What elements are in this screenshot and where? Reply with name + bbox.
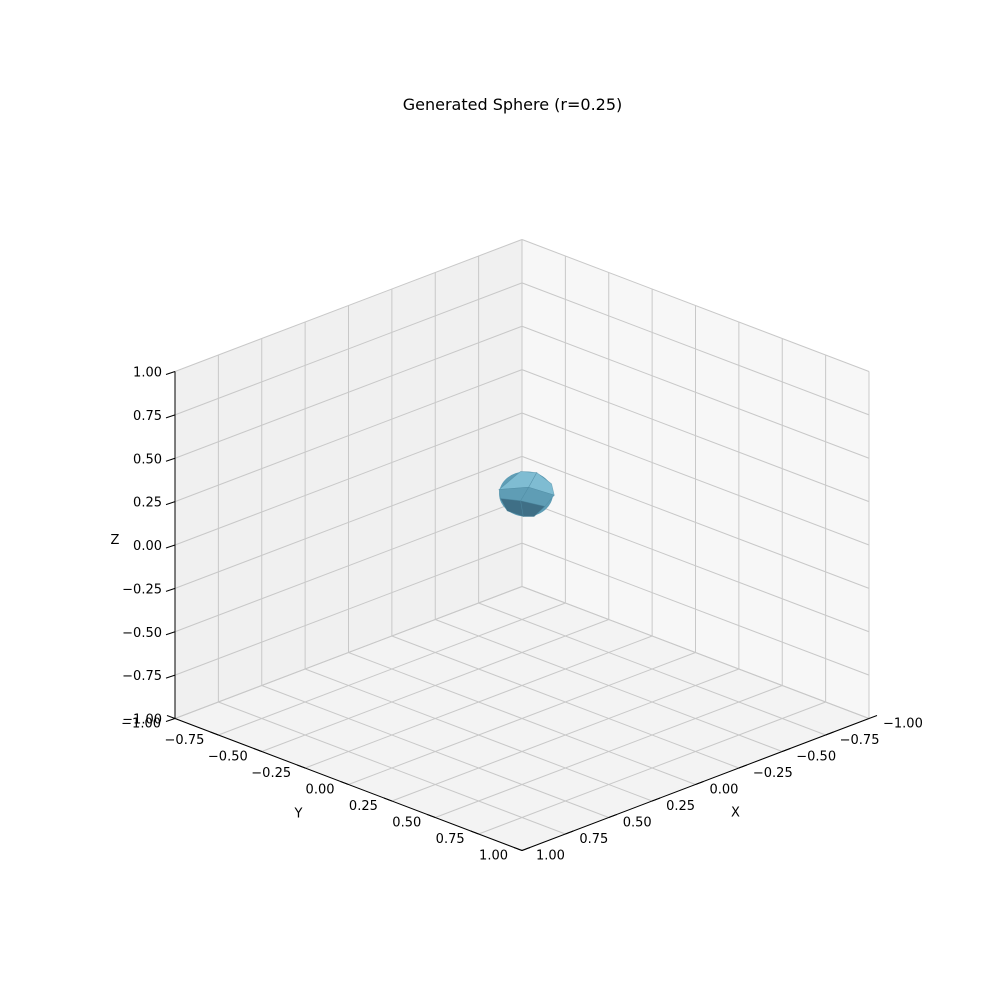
z-tick-label: 1.00 xyxy=(133,366,162,381)
x-tick-label: 0.50 xyxy=(623,816,652,831)
x-tick-label: −0.75 xyxy=(840,733,880,748)
gridline-floor-x xyxy=(304,668,653,802)
x-tick xyxy=(651,797,661,802)
x-tick-label: 0.00 xyxy=(710,783,739,798)
z-tick-label: −0.75 xyxy=(122,669,162,684)
z-tick xyxy=(165,414,176,419)
gridline-floor-x xyxy=(261,685,609,818)
y-tick-label: 1.00 xyxy=(479,849,508,864)
gridline-rightpane-z xyxy=(521,325,870,459)
z-tick xyxy=(165,371,176,375)
y-tick xyxy=(427,814,436,818)
gridline-rightpane-z xyxy=(521,412,870,546)
x-tick-label: 0.75 xyxy=(579,832,608,847)
y-tick-label: 0.25 xyxy=(349,799,378,814)
x-tick-label: −0.25 xyxy=(753,766,793,781)
gridline-leftpane-z xyxy=(174,282,523,416)
x-tick-label: 0.25 xyxy=(666,799,695,814)
y-tick xyxy=(296,764,306,769)
y-tick xyxy=(383,797,393,802)
sphere-facet xyxy=(520,500,546,517)
y-tick-label: −1.00 xyxy=(121,717,161,732)
gridline-floor-y xyxy=(348,652,696,785)
y-tick xyxy=(340,781,349,785)
z-axis-label: Z xyxy=(111,533,120,548)
sphere-surface xyxy=(498,471,555,518)
axes-labels: Z Y X xyxy=(111,533,741,822)
x-tick xyxy=(695,781,704,785)
gridline-leftpane-z xyxy=(174,369,523,503)
x-tick xyxy=(521,847,531,851)
y-tick-label: −0.75 xyxy=(165,733,205,748)
gridline-leftpane-z xyxy=(174,412,523,546)
y-tick-label: 0.75 xyxy=(436,832,465,847)
x-tick-label: −1.00 xyxy=(883,717,923,732)
y-tick xyxy=(253,748,262,752)
z-tick-label: −0.50 xyxy=(122,626,162,641)
axes-tick-labels: −1.00−1.00 −1.00−0.75−0.75 −0.75−0.50−0.50… xyxy=(121,366,923,864)
z-tick-label: −0.25 xyxy=(122,582,162,597)
z-tick-label: 0.50 xyxy=(133,452,162,467)
gridline-rightpane-z xyxy=(521,369,870,503)
z-tick-label: 0.75 xyxy=(133,409,162,424)
x-axis-label: X xyxy=(731,806,740,821)
chart-title: Generated Sphere (r=0.25) xyxy=(402,95,623,114)
z-tick-label: 0.00 xyxy=(133,539,162,554)
x-tick xyxy=(608,814,617,818)
z-tick-label: 0.25 xyxy=(133,496,162,511)
x-tick xyxy=(868,715,878,719)
gridline-floor-y xyxy=(391,668,740,802)
gridline-leftpane-z xyxy=(174,239,523,372)
z-tick xyxy=(165,718,176,722)
z-tick-label: −1.00 xyxy=(122,713,162,728)
z-tick xyxy=(165,501,176,506)
x-tick xyxy=(782,748,791,752)
y-tick xyxy=(210,731,219,736)
y-axis-label: Y xyxy=(294,807,303,822)
y-tick-label: 0.50 xyxy=(392,816,421,831)
z-tick xyxy=(165,587,176,592)
x-tick-label: −0.50 xyxy=(796,750,836,765)
y-tick xyxy=(470,830,479,835)
y-tick-label: −0.50 xyxy=(208,750,248,765)
z-tick xyxy=(165,674,176,679)
gridline-floor-y xyxy=(478,701,826,835)
gridline-rightpane-z xyxy=(521,282,870,416)
x-tick xyxy=(565,830,574,835)
y-tick xyxy=(513,847,523,851)
y-tick-label: 0.00 xyxy=(306,783,335,798)
axes-lines xyxy=(165,371,878,851)
x-tick xyxy=(825,731,834,736)
z-tick xyxy=(165,544,176,549)
z-tick xyxy=(165,457,176,462)
x-tick-label: 1.00 xyxy=(536,849,565,864)
gridline-rightpane-z xyxy=(521,239,870,372)
z-tick xyxy=(165,631,176,636)
y-tick-label: −0.25 xyxy=(251,766,291,781)
gridline-floor-x xyxy=(218,701,566,835)
gridline-floor-y xyxy=(435,685,783,818)
gridline-leftpane-z xyxy=(174,325,523,459)
y-tick xyxy=(166,715,176,719)
x-tick xyxy=(738,764,748,769)
